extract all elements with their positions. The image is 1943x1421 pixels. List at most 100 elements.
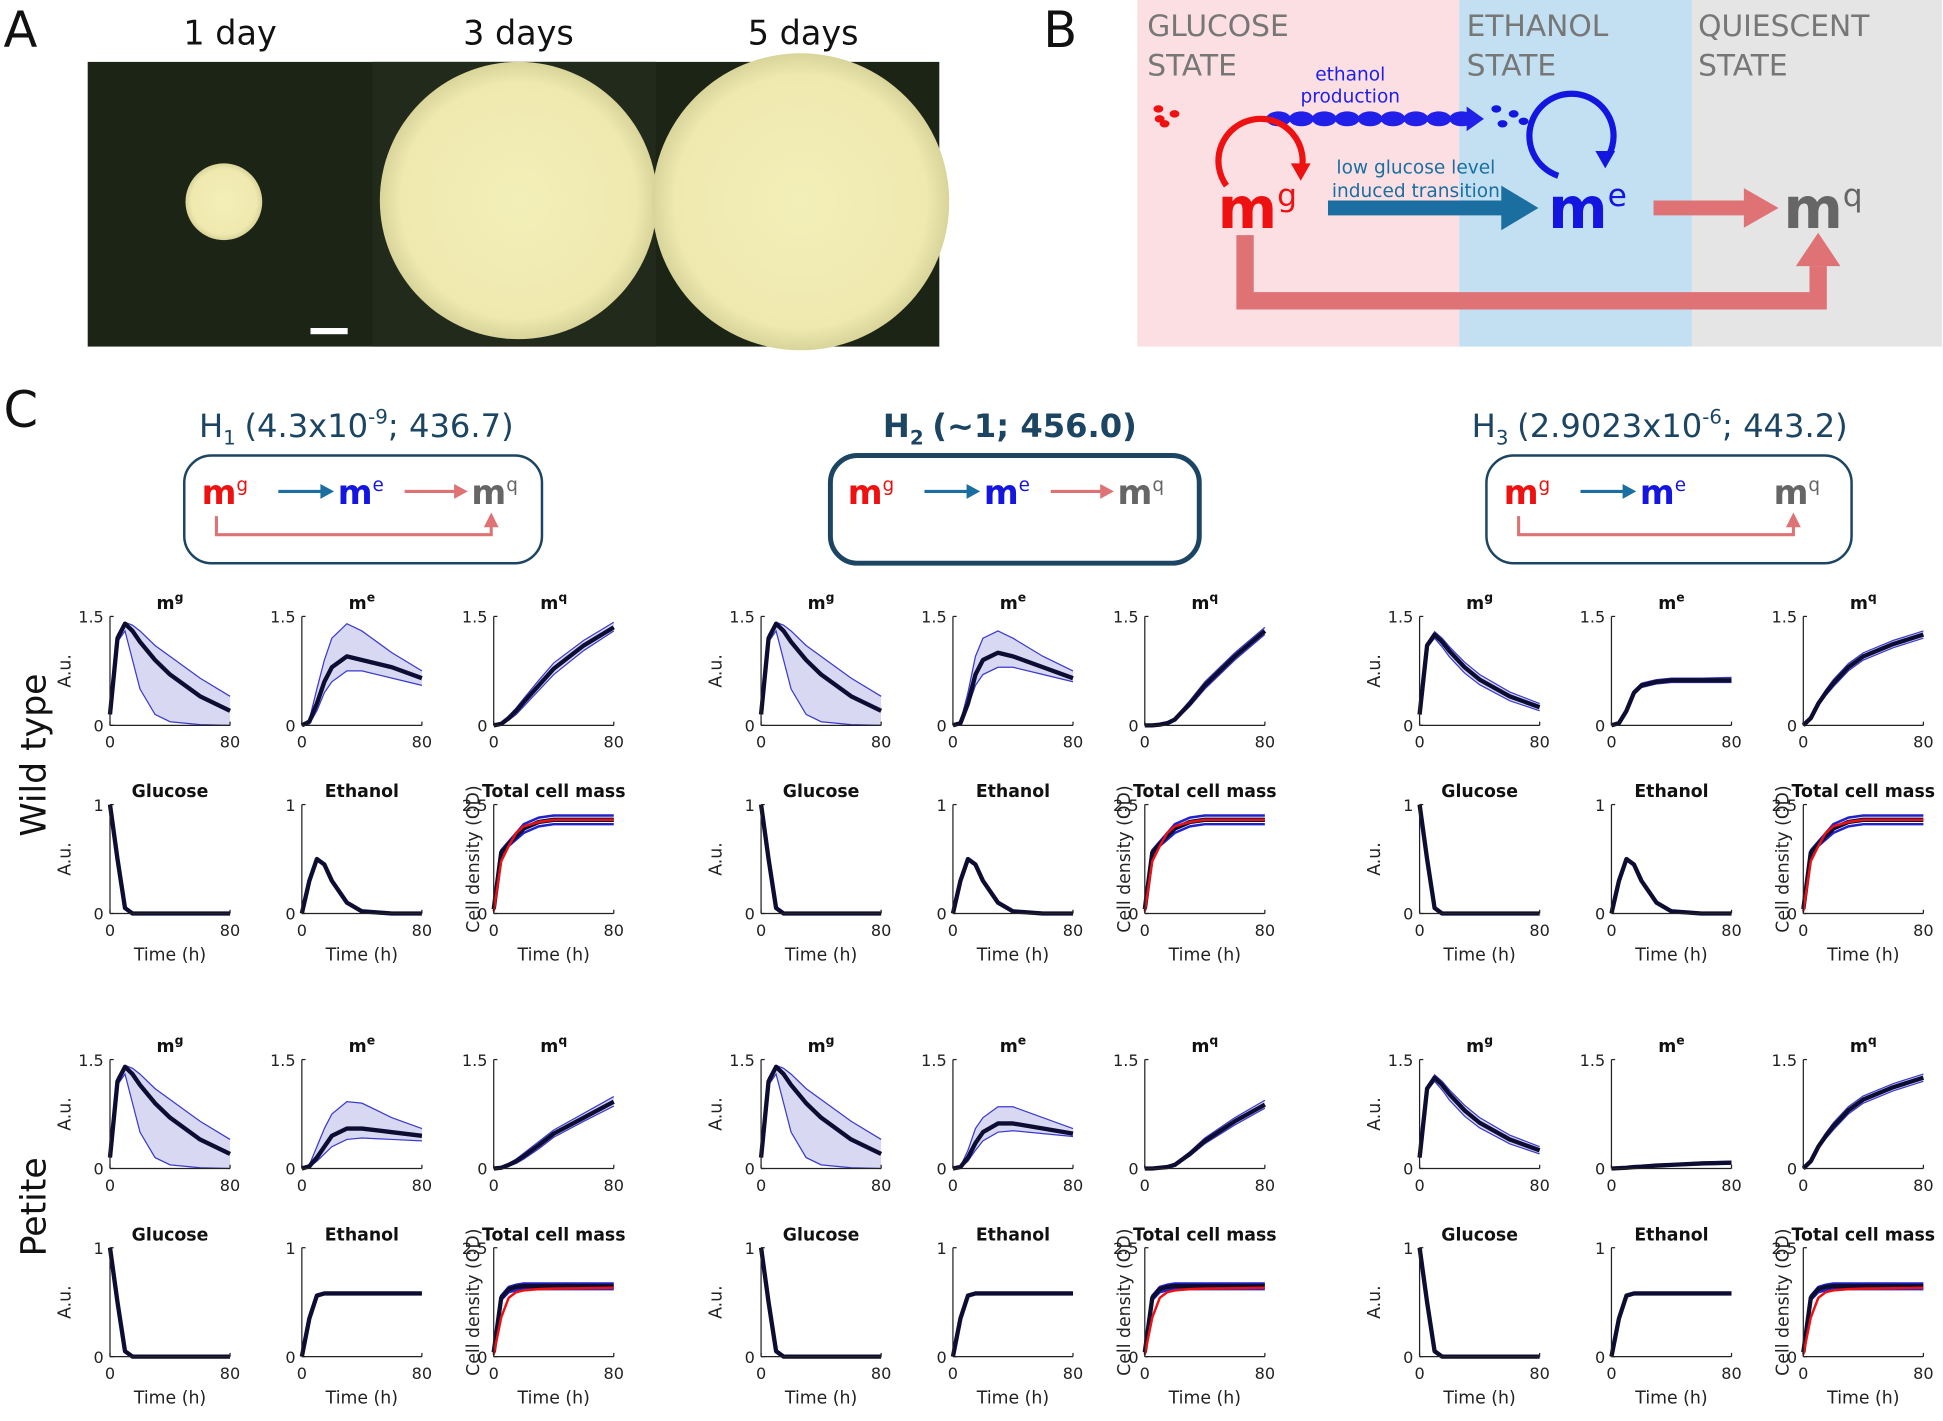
chart-title: mq (1191, 1034, 1218, 1057)
arrow (1526, 90, 1617, 179)
y-tick-label: 0 (285, 1160, 295, 1179)
y-tick-label: 1.5 (1772, 1051, 1798, 1070)
line (952, 1121, 1074, 1171)
y-axis-label: A.u. (1365, 842, 1385, 876)
band-edge (1802, 630, 1924, 726)
x-tick-label: 0 (1606, 1176, 1616, 1195)
y-tick-label: 2.5 (1113, 1239, 1139, 1258)
y-axis-label: Cell density (OD) (464, 785, 484, 932)
x-axis-label: Time (h) (133, 946, 206, 966)
y-tick-label: 0 (745, 717, 755, 736)
y-tick-label: 1.5 (1580, 1051, 1606, 1070)
x-tick-label: 0 (948, 1364, 958, 1383)
line (950, 856, 1073, 916)
y-tick-label: 1.5 (270, 608, 296, 627)
node-sup: q (1843, 178, 1863, 214)
y-tick-label: 1 (94, 796, 104, 815)
x-tick-label: 0 (489, 1176, 499, 1195)
chart-title: Total cell mass (482, 782, 626, 802)
y-tick-label: 1.5 (921, 1051, 947, 1070)
x-tick-label: 0 (948, 921, 958, 940)
title-sup: q (558, 591, 567, 605)
y-axis-label: A.u. (55, 1285, 75, 1319)
chart-title: Total cell mass (1133, 1225, 1277, 1245)
chart-title: Glucose (1441, 1225, 1518, 1245)
row-label: Petite (15, 1157, 55, 1256)
state-label: QUIESCENT (1698, 9, 1870, 44)
title-text: m (1466, 1037, 1484, 1057)
band (301, 1101, 422, 1169)
y-tick-label: 0 (1403, 905, 1413, 924)
x-tick-label: 0 (1414, 1364, 1424, 1383)
line (493, 1099, 615, 1171)
x-tick-label: 0 (105, 1176, 115, 1195)
line (758, 1064, 883, 1158)
hyp-name: H (883, 407, 910, 445)
title-text: m (1191, 594, 1209, 614)
band-edge (301, 622, 423, 726)
band-edge (1802, 1080, 1924, 1169)
line (1143, 1286, 1265, 1355)
y-axis-label: A.u. (706, 1285, 726, 1319)
line (491, 1283, 614, 1353)
hyp-exp: -6 (1702, 405, 1722, 428)
x-tick-label: 80 (1063, 921, 1083, 940)
chart-title: Total cell mass (482, 1225, 626, 1245)
y-tick-label: 0 (1595, 905, 1605, 924)
chart-title: me (1658, 591, 1684, 614)
panel-label: B (1043, 1, 1077, 59)
title-text: Total cell mass (1792, 782, 1936, 802)
x-tick-label: 0 (1606, 1364, 1616, 1383)
title-sup: g (1484, 1034, 1493, 1048)
x-tick-label: 0 (756, 733, 766, 752)
line (1143, 1282, 1265, 1353)
x-tick-label: 80 (1721, 1176, 1741, 1195)
state-node: me (1548, 176, 1627, 242)
x-tick-label: 80 (1721, 1364, 1741, 1383)
line (1143, 818, 1265, 912)
state-node: mg (1218, 176, 1297, 242)
x-tick-label: 80 (871, 1364, 891, 1383)
x-tick-label: 0 (1140, 733, 1150, 752)
title-text: Glucose (1441, 1225, 1518, 1245)
y-tick-label: 0 (1787, 1348, 1797, 1367)
y-axis-label: Cell density (OD) (464, 1229, 484, 1376)
title-sup: q (1868, 1034, 1877, 1048)
line (492, 1282, 614, 1353)
panel-label: A (4, 1, 38, 59)
node-sup: g (1277, 178, 1297, 214)
y-tick-label: 1 (1595, 1239, 1605, 1258)
line (950, 1291, 1073, 1358)
line (758, 621, 883, 715)
line (492, 1287, 614, 1353)
state-label: STATE (1467, 49, 1557, 84)
line (107, 621, 231, 715)
x-tick-label: 80 (1913, 1364, 1933, 1383)
title-text: Ethanol (325, 1225, 399, 1245)
title-sup: g (826, 591, 835, 605)
y-axis-label: Cell density (OD) (1773, 785, 1793, 932)
y-axis-label: A.u. (1365, 1097, 1385, 1131)
title-text: m (1658, 594, 1676, 614)
y-tick-label: 1.5 (921, 608, 947, 627)
title-text: Total cell mass (482, 1225, 626, 1245)
y-tick-label: 1 (745, 796, 755, 815)
chart-title: mg (808, 1034, 835, 1057)
ethanol-drop (1311, 111, 1337, 127)
line (1802, 814, 1924, 910)
title-sup: g (1484, 591, 1493, 605)
x-axis-label: Time (h) (976, 946, 1049, 966)
x-tick-label: 0 (297, 1364, 307, 1383)
x-tick-label: 80 (604, 733, 624, 752)
arrowhead (1501, 185, 1539, 231)
photo-label: 1 day (183, 14, 276, 53)
chart-title: Total cell mass (1792, 782, 1936, 802)
row-label: Wild type (15, 673, 55, 836)
x-tick-label: 0 (948, 733, 958, 752)
x-axis-label: Time (h) (1168, 1389, 1241, 1409)
model-node: mg (1504, 473, 1550, 512)
model-box (1485, 454, 1853, 565)
x-tick-label: 80 (412, 921, 432, 940)
y-tick-label: 0 (937, 905, 947, 924)
x-tick-label: 80 (1913, 921, 1933, 940)
